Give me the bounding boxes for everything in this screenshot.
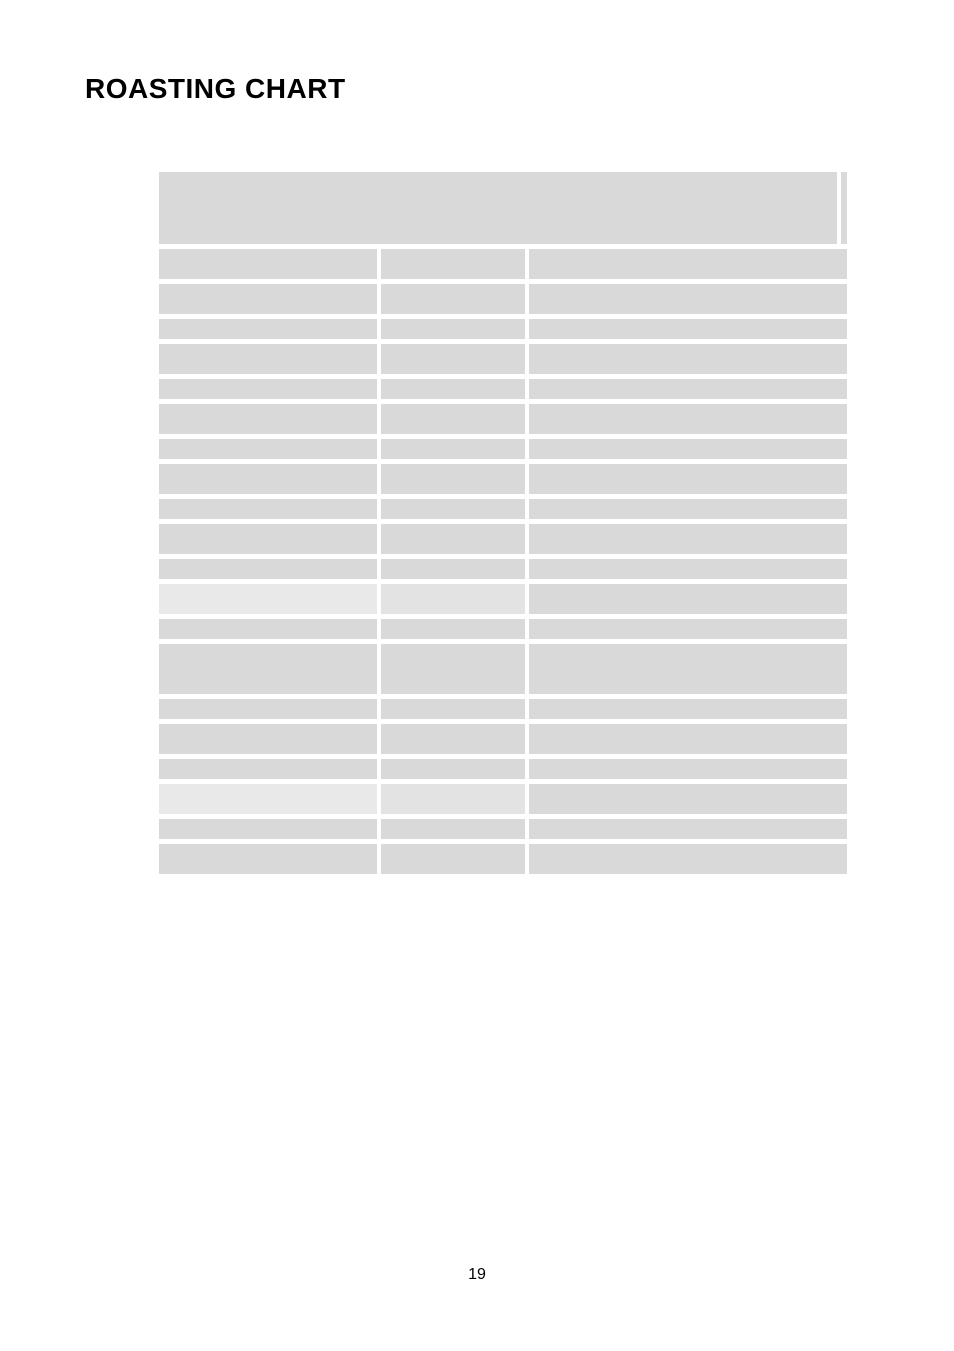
table-cell — [529, 319, 847, 339]
table-cell — [159, 559, 377, 579]
table-cell — [159, 644, 377, 694]
table-row — [159, 699, 847, 719]
table-cell — [381, 644, 525, 694]
table-cell — [159, 524, 377, 554]
table-cell — [159, 759, 377, 779]
table-row — [159, 319, 847, 339]
table-row — [159, 249, 847, 279]
table-cell — [529, 379, 847, 399]
table-row — [159, 819, 847, 839]
table-cell — [159, 784, 377, 814]
table-row — [159, 619, 847, 639]
page-number: 19 — [0, 1266, 954, 1284]
table-cell — [529, 819, 847, 839]
table-cell — [381, 499, 525, 519]
table-cell — [159, 319, 377, 339]
table-cell — [529, 344, 847, 374]
table-row — [159, 724, 847, 754]
table-cell — [529, 759, 847, 779]
table-row — [159, 584, 847, 614]
table-cell — [381, 844, 525, 874]
table-row — [159, 404, 847, 434]
table-cell — [381, 759, 525, 779]
table-cell — [381, 464, 525, 494]
table-row — [159, 524, 847, 554]
table-row — [159, 644, 847, 694]
table-row — [159, 464, 847, 494]
table-cell — [529, 619, 847, 639]
table-row — [159, 759, 847, 779]
table-cell — [529, 784, 847, 814]
table-cell — [159, 404, 377, 434]
table-cell — [381, 249, 525, 279]
table-cell — [159, 844, 377, 874]
table-cell — [159, 819, 377, 839]
table-cell — [159, 284, 377, 314]
table-cell — [529, 584, 847, 614]
table-cell — [529, 284, 847, 314]
table-cell — [381, 724, 525, 754]
table-cell — [381, 379, 525, 399]
table-header-cell — [159, 172, 837, 244]
table-cell — [381, 784, 525, 814]
table-cell — [159, 499, 377, 519]
table-header-row — [159, 172, 847, 244]
table-row — [159, 499, 847, 519]
roasting-chart-table — [159, 172, 847, 879]
table-cell — [529, 439, 847, 459]
table-row — [159, 344, 847, 374]
table-cell — [529, 464, 847, 494]
table-header-stripe — [841, 172, 847, 244]
table-cell — [159, 584, 377, 614]
table-cell — [529, 644, 847, 694]
table-cell — [159, 439, 377, 459]
table-row — [159, 559, 847, 579]
table-cell — [381, 819, 525, 839]
table-cell — [159, 699, 377, 719]
table-row — [159, 784, 847, 814]
table-cell — [381, 584, 525, 614]
table-cell — [381, 524, 525, 554]
table-row — [159, 284, 847, 314]
table-cell — [381, 699, 525, 719]
table-row — [159, 844, 847, 874]
table-cell — [381, 439, 525, 459]
table-cell — [381, 619, 525, 639]
page-title: ROASTING CHART — [85, 73, 346, 105]
table-cell — [159, 619, 377, 639]
table-cell — [381, 319, 525, 339]
table-cell — [529, 499, 847, 519]
table-cell — [529, 844, 847, 874]
table-cell — [529, 524, 847, 554]
table-cell — [381, 344, 525, 374]
table-cell — [159, 724, 377, 754]
table-cell — [159, 379, 377, 399]
table-cell — [381, 559, 525, 579]
table-row — [159, 439, 847, 459]
table-cell — [381, 404, 525, 434]
table-cell — [159, 464, 377, 494]
table-row — [159, 379, 847, 399]
table-cell — [529, 404, 847, 434]
table-cell — [529, 699, 847, 719]
table-cell — [159, 344, 377, 374]
table-cell — [529, 724, 847, 754]
table-cell — [529, 559, 847, 579]
table-cell — [381, 284, 525, 314]
table-cell — [159, 249, 377, 279]
table-cell — [529, 249, 847, 279]
